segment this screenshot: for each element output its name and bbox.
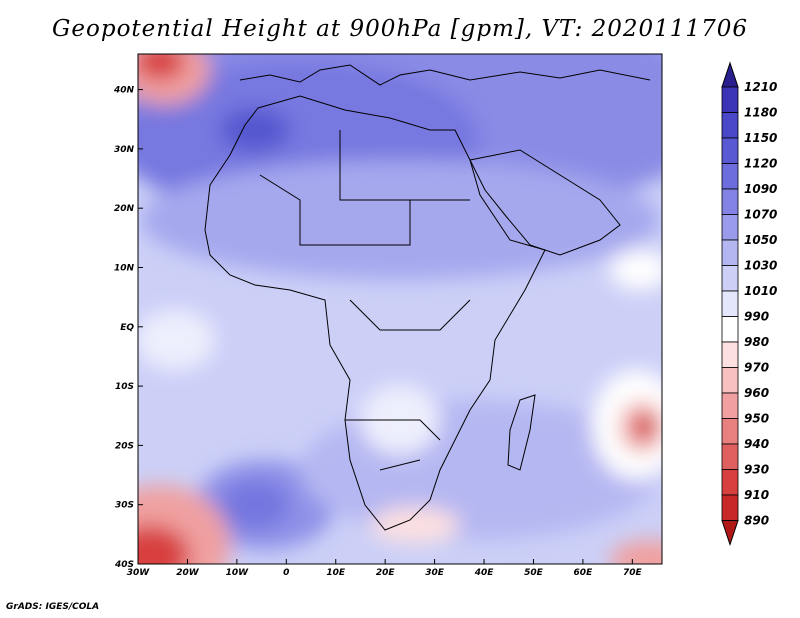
colorbar-label: 1030 <box>744 259 777 273</box>
colorbar-label: 980 <box>744 335 769 349</box>
colorbar-swatch <box>721 112 739 139</box>
colorbar-swatch <box>721 86 739 113</box>
colorbar-swatch <box>721 163 739 190</box>
colorbar-swatch <box>721 188 739 215</box>
x-tick-label: 0 <box>283 568 289 578</box>
coastlines <box>204 64 651 531</box>
colorbar-label: 1050 <box>744 233 777 247</box>
colorbar-label: 890 <box>744 514 769 528</box>
colorbar-label: 1010 <box>744 284 777 298</box>
x-tick-label: 70E <box>623 568 643 578</box>
colorbar-bottom-arrow <box>721 520 739 547</box>
grads-credit: GrADS: IGES/COLA <box>6 602 100 612</box>
colorbar-swatch <box>721 494 739 521</box>
cape-low-outer <box>370 507 460 543</box>
colorbar-swatch <box>721 316 739 343</box>
colorbar-label: 1120 <box>744 157 777 171</box>
colorbar-swatch <box>721 392 739 419</box>
x-tick-label: 50E <box>524 568 544 578</box>
colorbar-swatch <box>721 469 739 496</box>
south-atlantic-high-core <box>220 480 290 530</box>
y-tick-label: 40S <box>114 560 134 570</box>
x-tick-label: 30W <box>127 568 151 578</box>
colorbar: 1210 1180 1150 1120 1090 1070 1050 1030 1010 990 9… <box>721 61 777 547</box>
y-tick-label: EQ <box>120 323 134 333</box>
east-low-core <box>635 416 655 438</box>
colorbar-label: 950 <box>744 412 769 426</box>
colorbar-label: 1070 <box>744 208 777 222</box>
arabian-peninsula <box>469 149 621 256</box>
x-tick-label: 20E <box>376 568 396 578</box>
madagascar <box>507 394 536 471</box>
x-tick-label: 10W <box>226 568 250 578</box>
north-atlantic-low-core <box>138 54 185 80</box>
colorbar-swatch <box>721 137 739 164</box>
colorbar-label: 990 <box>744 310 769 324</box>
africa-coastline <box>204 95 546 531</box>
southwest-low-core <box>138 525 190 564</box>
colorbar-swatch <box>721 290 739 317</box>
colorbar-swatch <box>721 443 739 470</box>
y-tick-label: 20N <box>114 204 135 214</box>
x-tick-label: 40E <box>474 568 495 578</box>
colorbar-label: 1180 <box>744 106 777 120</box>
colorbar-swatch <box>721 367 739 394</box>
colorbar-label: 910 <box>744 488 769 502</box>
x-tick-label: 30E <box>425 568 445 578</box>
y-tick-label: 30S <box>115 501 134 511</box>
sahel-band <box>140 160 660 280</box>
colorbar-label: 940 <box>744 437 769 451</box>
europe-coast <box>239 64 651 86</box>
height-field <box>138 54 662 564</box>
colorbar-label: 1150 <box>744 131 777 145</box>
y-tick-label: 20S <box>115 441 134 451</box>
colorbar-label: 930 <box>744 463 769 477</box>
arabian-sea-neutral <box>610 250 662 290</box>
y-tick-label: 40N <box>113 86 135 96</box>
colorbar-label: 960 <box>744 386 769 400</box>
colorbar-top-arrow <box>721 61 739 88</box>
colorbar-label: 1090 <box>744 182 777 196</box>
axis-ticks: 30W 20W 10W 0 10E 20E 30E 40E 50E 60E 70E 40S 30S 20S… <box>113 86 643 578</box>
colorbar-label: 970 <box>744 361 769 375</box>
colorbar-swatch <box>721 214 739 241</box>
colorbar-swatch <box>721 418 739 445</box>
atlas-high-core <box>220 108 290 152</box>
plot-frame <box>137 53 663 565</box>
colorbar-swatch <box>721 265 739 292</box>
y-tick-label: 10N <box>114 263 135 273</box>
internal-borders <box>259 130 471 471</box>
gulf-of-guinea-neutral <box>138 310 215 370</box>
x-tick-label: 10E <box>326 568 346 578</box>
colorbar-swatch <box>721 341 739 368</box>
y-tick-label: 10S <box>115 382 134 392</box>
chart-title: Geopotential Height at 900hPa [gpm], VT:… <box>52 16 748 42</box>
colorbar-label: 1210 <box>744 80 777 94</box>
southeast-low <box>610 540 662 564</box>
x-tick-label: 60E <box>574 568 594 578</box>
y-tick-label: 30N <box>114 145 135 155</box>
colorbar-swatch <box>721 239 739 266</box>
x-tick-label: 20W <box>176 568 200 578</box>
